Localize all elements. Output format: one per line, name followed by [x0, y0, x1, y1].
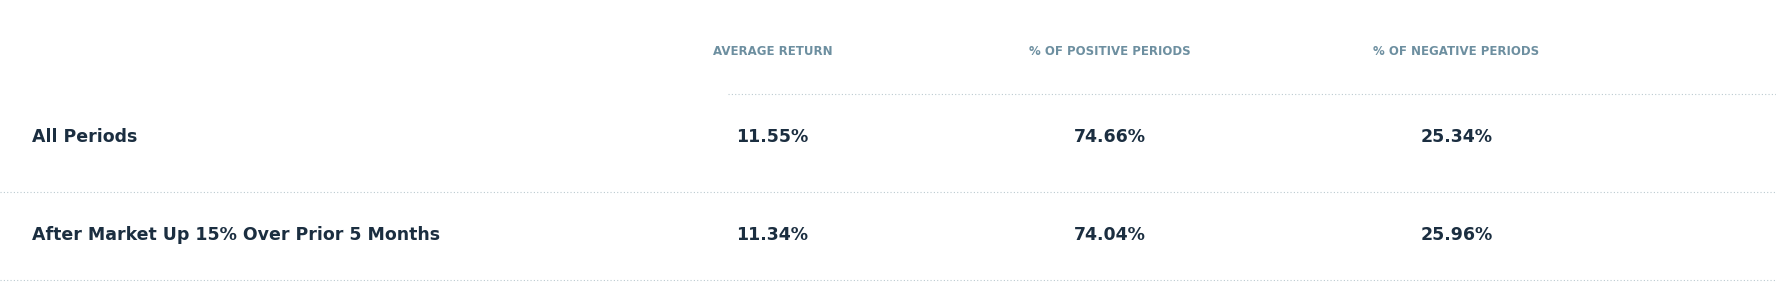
- Text: 74.04%: 74.04%: [1074, 226, 1146, 243]
- Text: % OF POSITIVE PERIODS: % OF POSITIVE PERIODS: [1028, 45, 1192, 58]
- Text: 25.34%: 25.34%: [1421, 128, 1492, 146]
- Text: 25.96%: 25.96%: [1421, 226, 1492, 243]
- Text: % OF NEGATIVE PERIODS: % OF NEGATIVE PERIODS: [1373, 45, 1540, 58]
- Text: After Market Up 15% Over Prior 5 Months: After Market Up 15% Over Prior 5 Months: [32, 226, 440, 243]
- Text: AVERAGE RETURN: AVERAGE RETURN: [712, 45, 833, 58]
- Text: 74.66%: 74.66%: [1074, 128, 1146, 146]
- Text: 11.34%: 11.34%: [737, 226, 808, 243]
- Text: All Periods: All Periods: [32, 128, 137, 146]
- Text: 11.55%: 11.55%: [737, 128, 808, 146]
